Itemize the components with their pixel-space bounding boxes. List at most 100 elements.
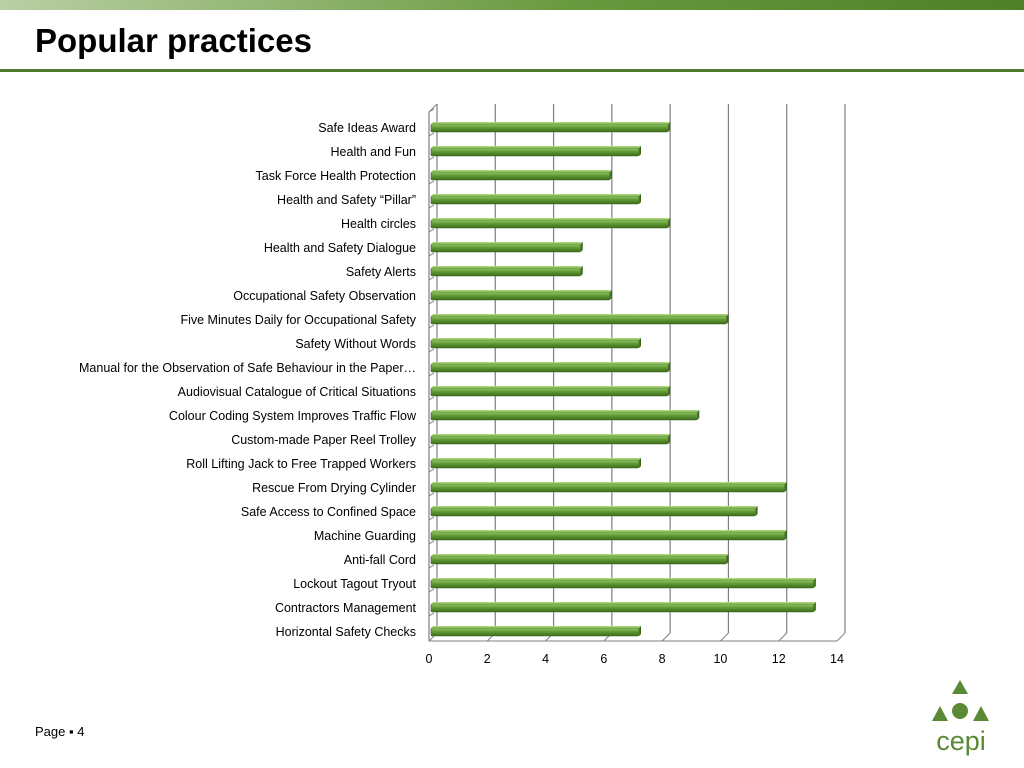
- category-label: Safe Access to Confined Space: [241, 505, 416, 519]
- category-tick: [428, 444, 435, 449]
- category-label: Audiovisual Catalogue of Critical Situat…: [178, 385, 416, 399]
- bar: [430, 458, 641, 469]
- bar-end-cap: [668, 122, 671, 132]
- gridline-floor-8: [661, 632, 671, 642]
- bar-top-face: [431, 122, 671, 124]
- bar-top-face: [431, 506, 758, 508]
- bar: [430, 554, 729, 565]
- bar-end-cap: [668, 386, 671, 396]
- bar-top-face: [431, 626, 641, 628]
- x-axis-tick-labels: 0 2 4 6 8 10 12 14: [426, 652, 844, 666]
- bar-end-cap: [609, 290, 612, 300]
- bar-top-face: [431, 362, 671, 364]
- category-labels: Safe Ideas Award Health and Fun Task Force…: [79, 121, 417, 639]
- bar-top-face: [431, 410, 700, 412]
- bar-end-cap: [639, 194, 641, 204]
- bar-top-face: [431, 482, 787, 484]
- bar-front-face: [430, 627, 640, 637]
- x-tick-label: 10: [713, 652, 727, 666]
- bar-end-cap: [784, 482, 787, 492]
- category-tick: [428, 180, 435, 185]
- category-label: Rescue From Drying Cylinder: [252, 481, 416, 495]
- x-tick-label: 2: [484, 652, 491, 666]
- category-label: Manual for the Observation of Safe Behav…: [79, 361, 416, 375]
- bar-front-face: [430, 435, 669, 445]
- bar: [430, 386, 671, 397]
- bar-end-cap: [755, 506, 758, 516]
- category-label: Five Minutes Daily for Occupational Safe…: [180, 313, 416, 327]
- category-tick: [428, 300, 435, 305]
- bar-top-face: [431, 338, 641, 340]
- category-label: Machine Guarding: [314, 529, 416, 543]
- logo-top-triangle: [952, 680, 968, 694]
- bar-end-cap: [668, 362, 671, 372]
- category-tick: [428, 324, 435, 329]
- bar-end-cap: [609, 170, 612, 180]
- bar: [430, 626, 641, 637]
- bar-front-face: [430, 123, 669, 133]
- x-tick-label: 8: [659, 652, 666, 666]
- bar-end-cap: [639, 458, 641, 468]
- x-tick-label: 0: [426, 652, 433, 666]
- category-label: Occupational Safety Observation: [233, 289, 416, 303]
- bar: [430, 242, 583, 253]
- page-number: 4: [77, 724, 85, 739]
- bar: [430, 530, 787, 541]
- category-label: Task Force Health Protection: [256, 169, 417, 183]
- bar-front-face: [430, 267, 582, 277]
- category-tick: [428, 132, 435, 137]
- bar: [430, 410, 700, 421]
- bar: [430, 434, 671, 445]
- bar-front-face: [430, 171, 611, 181]
- x-tick-label: 12: [772, 652, 786, 666]
- bar: [430, 194, 641, 205]
- title-underline-rule: [0, 69, 1024, 72]
- bar: [430, 482, 787, 493]
- bar-end-cap: [639, 146, 641, 156]
- bar-top-face: [431, 218, 671, 220]
- bar-end-cap: [639, 338, 641, 348]
- bar-front-face: [430, 363, 669, 373]
- bar-end-cap: [813, 602, 816, 612]
- bar-front-face: [430, 483, 786, 493]
- bar-top-face: [431, 242, 583, 244]
- bar-front-face: [430, 603, 815, 613]
- bar-top-face: [431, 194, 641, 196]
- bar: [430, 578, 816, 589]
- category-tick: [428, 372, 435, 377]
- category-label: Anti-fall Cord: [344, 553, 416, 567]
- bar: [430, 170, 612, 181]
- gridline-floor-14: [836, 632, 846, 642]
- bar-end-cap: [697, 410, 700, 420]
- bar-front-face: [430, 219, 669, 229]
- bar-front-face: [430, 459, 640, 469]
- category-label: Roll Lifting Jack to Free Trapped Worker…: [186, 457, 416, 471]
- category-tick: [428, 612, 435, 617]
- category-label: Colour Coding System Improves Traffic Fl…: [169, 409, 417, 423]
- category-label: Lockout Tagout Tryout: [293, 577, 416, 591]
- x-tick-label: 14: [830, 652, 844, 666]
- logo-center-circle: [952, 703, 968, 719]
- bar-front-face: [430, 291, 611, 301]
- bar-end-cap: [813, 578, 816, 588]
- logo-wordmark: cepi: [936, 726, 986, 756]
- category-tick: [428, 540, 435, 545]
- category-label: Safe Ideas Award: [318, 121, 416, 135]
- category-tick: [428, 564, 435, 569]
- gridline-floor-12: [778, 632, 788, 642]
- bar-top-face: [431, 386, 671, 388]
- category-label: Contractors Management: [275, 601, 417, 615]
- category-label: Horizontal Safety Checks: [276, 625, 416, 639]
- category-tick: [428, 588, 435, 593]
- page-separator: ▪: [69, 724, 74, 739]
- bar-front-face: [430, 507, 756, 517]
- bar: [430, 146, 641, 157]
- bar: [430, 314, 729, 325]
- logo-right-triangle: [973, 706, 989, 721]
- bar: [430, 290, 612, 301]
- category-label: Safety Alerts: [346, 265, 416, 279]
- bar-top-face: [431, 170, 612, 172]
- bar-front-face: [430, 531, 786, 541]
